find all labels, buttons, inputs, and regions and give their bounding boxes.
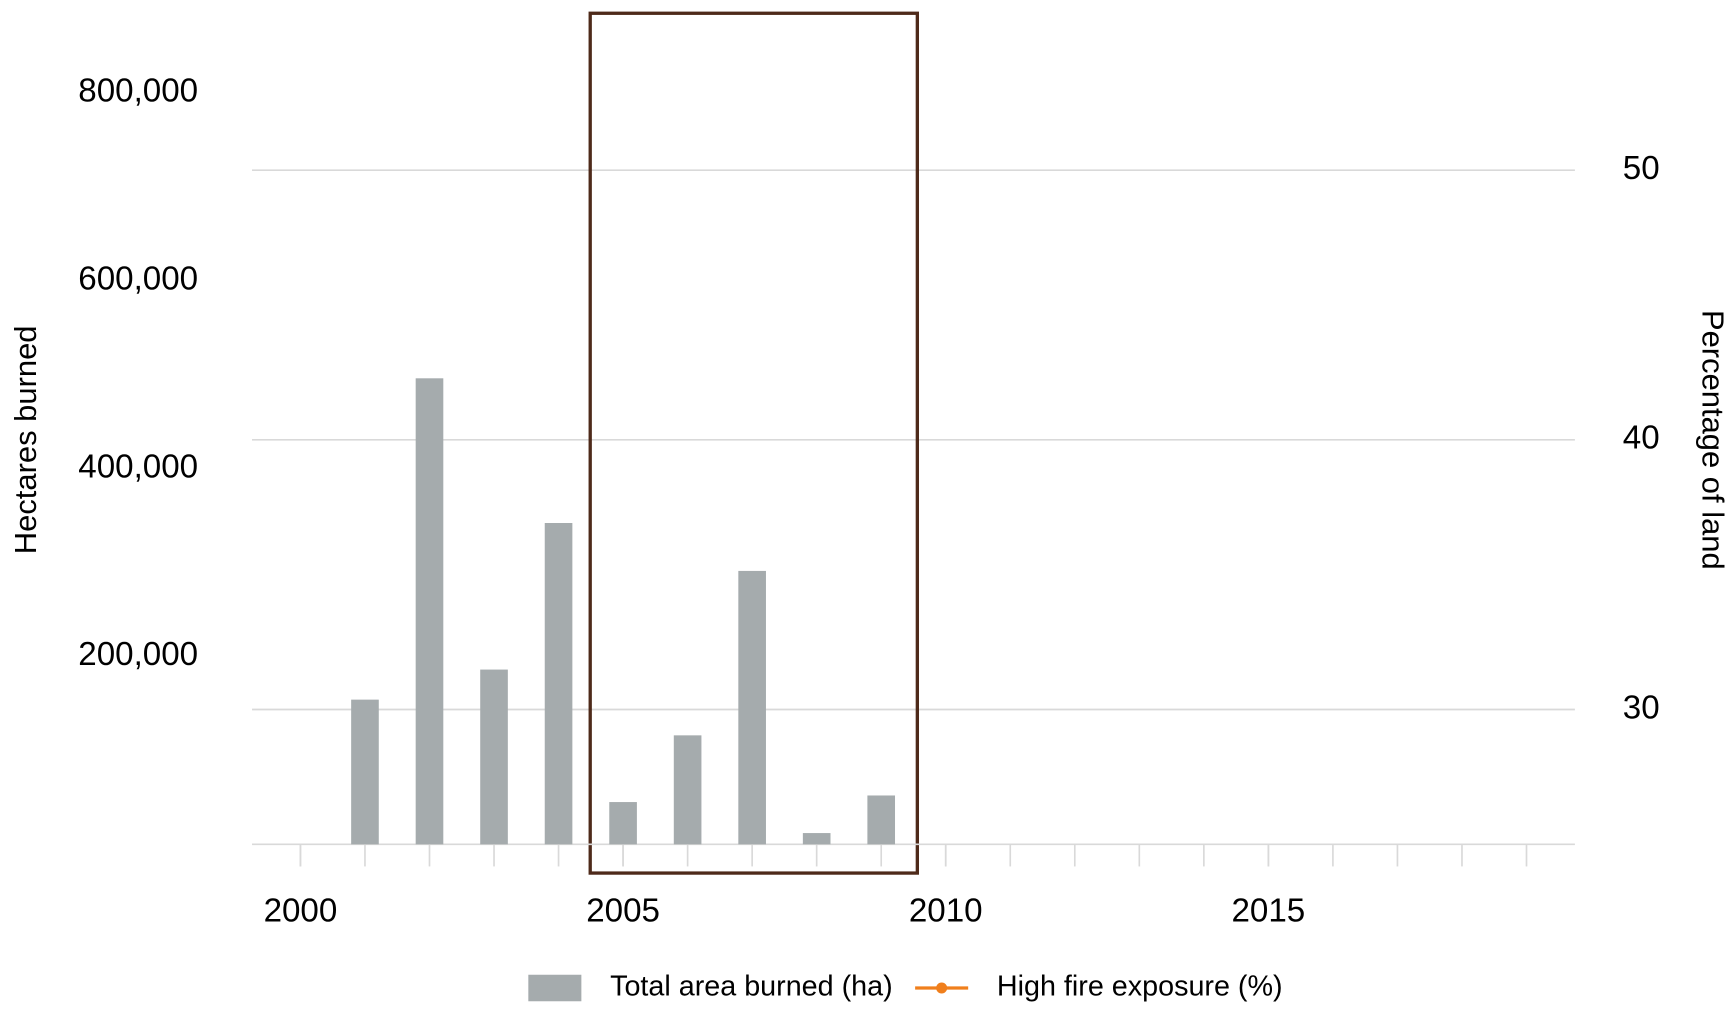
bar: [415, 378, 444, 845]
bar: [609, 802, 637, 845]
bar: [867, 795, 896, 845]
y-tick-label: 200,000: [78, 636, 198, 673]
x-tick-label: 2015: [1232, 893, 1306, 930]
y-tick-label: 600,000: [78, 260, 198, 297]
legend-swatch: [528, 974, 582, 1002]
bar: [351, 699, 379, 845]
x-tick-label: 2010: [909, 893, 983, 930]
bar: [802, 833, 831, 845]
legend-swatch: [936, 982, 948, 994]
bar: [673, 735, 702, 845]
x-tick-label: 2005: [586, 893, 660, 930]
y2-tick-label: 30: [1623, 689, 1660, 726]
x-tick-label: 2000: [264, 893, 338, 930]
y2-axis-title: Percentage of land: [1696, 310, 1731, 570]
legend-label: High fire exposure (%): [997, 971, 1283, 1003]
y-tick-label: 400,000: [78, 448, 198, 485]
bar: [738, 570, 766, 845]
bar: [480, 669, 508, 845]
y2-tick-label: 50: [1623, 150, 1660, 187]
legend-label: Total area burned (ha): [610, 971, 893, 1003]
y2-tick-label: 40: [1623, 420, 1660, 457]
highlight-box: [588, 11, 919, 875]
bar: [544, 523, 573, 845]
y-tick-label: 800,000: [78, 72, 198, 109]
y-axis-title: Hectares burned: [8, 325, 43, 554]
